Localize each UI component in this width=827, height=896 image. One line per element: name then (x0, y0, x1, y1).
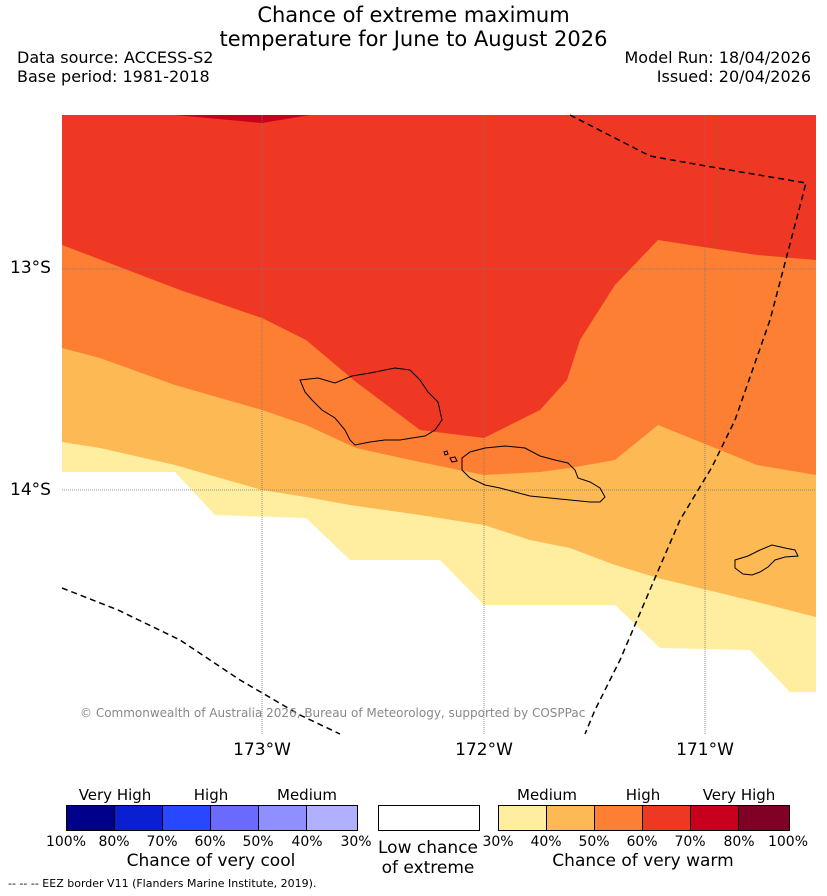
island-apolima (449, 456, 458, 463)
cool-swatch-80-100 (67, 806, 115, 830)
eez-border-east (569, 114, 807, 735)
lon-label-171w: 171°W (676, 740, 734, 760)
island-manono (443, 450, 449, 456)
eez-border-southwest (61, 587, 341, 735)
warm-tick: 100% (767, 834, 809, 850)
cool-tick: 80% (98, 834, 130, 850)
neutral-caption-line-2: of extreme (381, 858, 475, 878)
cool-tick: 40% (291, 834, 323, 850)
warm-tick: 70% (674, 834, 706, 850)
cool-tick: 100% (45, 834, 87, 850)
model-run: Model Run: 18/04/2026 (624, 48, 812, 67)
warm-swatch-40-50 (547, 806, 595, 830)
cool-swatch-40-50 (259, 806, 307, 830)
warm-category-very-high: Very High (702, 786, 776, 804)
warm-category-high: High (625, 786, 661, 804)
neutral-caption-line-1: Low chance (378, 838, 478, 858)
cool-swatch-30-40 (307, 806, 357, 830)
data-source: Data source: ACCESS-S2 (17, 48, 214, 67)
lat-label-14s: 14°S (10, 480, 51, 500)
data-info: Data source: ACCESS-S2 Base period: 1981… (17, 48, 213, 86)
graticule (62, 115, 816, 734)
warm-tick: 60% (626, 834, 658, 850)
island-savaii (299, 367, 443, 446)
warm-swatch-80-100 (739, 806, 789, 830)
title-line-1: Chance of extreme maximum (257, 3, 570, 27)
warm-swatch-30-40 (499, 806, 547, 830)
neutral-swatch (378, 805, 480, 831)
lon-label-172w: 172°W (455, 740, 513, 760)
warm-caption: Chance of very warm (552, 851, 734, 871)
cool-tick: 30% (340, 834, 372, 850)
eez-note: -- -- -- EEZ border V11 (Flanders Marine… (8, 877, 317, 890)
cool-category-high: High (193, 786, 229, 804)
neutral-caption: Low chance of extreme (378, 838, 478, 878)
island-tutuila (734, 544, 799, 576)
warm-tick: 30% (482, 834, 514, 850)
map-title: Chance of extreme maximum temperature fo… (0, 3, 827, 51)
cool-colorbar (66, 805, 358, 831)
run-info: Model Run: 18/04/2026 Issued: 20/04/2026 (625, 48, 812, 86)
low-chance-swatch (379, 806, 479, 830)
warm-tick: 40% (530, 834, 562, 850)
cool-tick: 60% (194, 834, 226, 850)
island-upolu (461, 445, 606, 503)
title-line-2: temperature for June to August 2026 (219, 27, 608, 51)
cool-category-medium: Medium (277, 786, 337, 804)
lat-label-13s: 13°S (10, 258, 51, 278)
eez-borders (61, 114, 807, 735)
cool-tick: 70% (146, 834, 178, 850)
warm-tick: 80% (723, 834, 755, 850)
warm-swatch-50-60 (595, 806, 643, 830)
cool-category-very-high: Very High (78, 786, 152, 804)
zone-low-chance (62, 472, 816, 734)
warm-swatch-70-80 (691, 806, 739, 830)
issued-date: Issued: 20/04/2026 (656, 67, 811, 86)
cool-caption: Chance of very cool (126, 851, 296, 871)
coastlines (299, 367, 799, 576)
warm-swatch-60-70 (643, 806, 691, 830)
warm-tick: 50% (578, 834, 610, 850)
cool-swatch-60-70 (163, 806, 211, 830)
lon-label-173w: 173°W (233, 740, 291, 760)
base-period: Base period: 1981-2018 (17, 67, 210, 86)
zone-very-high-70-80 (175, 115, 310, 123)
cool-swatch-50-60 (211, 806, 259, 830)
warm-colorbar (498, 805, 790, 831)
warm-category-medium: Medium (517, 786, 577, 804)
cool-swatch-70-80 (115, 806, 163, 830)
cool-tick: 50% (242, 834, 274, 850)
copyright-notice: © Commonwealth of Australia 2026, Bureau… (80, 706, 586, 720)
